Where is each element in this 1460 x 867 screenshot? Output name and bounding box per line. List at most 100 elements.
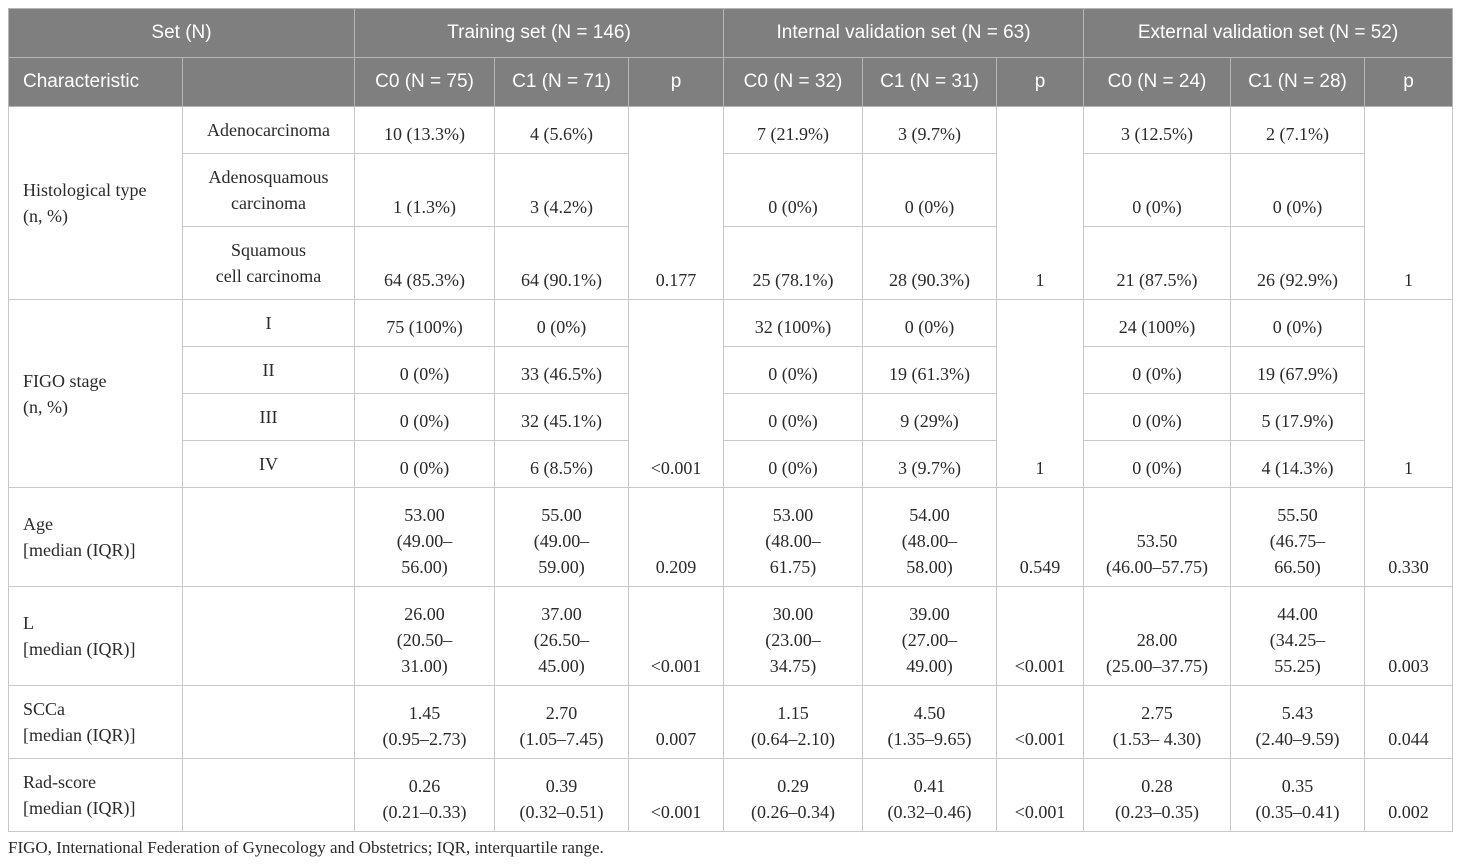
cell-int-c1: 9 (29%) — [862, 393, 998, 441]
cell-ext-c0: 0 (0%) — [1083, 440, 1232, 488]
cell-ext-p: 0.044 — [1364, 685, 1454, 759]
header-row-sets: Set (N) Training set (N = 146) Internal … — [8, 8, 1454, 58]
cell-train-c1: 32 (45.1%) — [494, 393, 629, 441]
row-label-figo: FIGO stage (n, %) — [8, 299, 183, 488]
cell-int-c1: 28 (90.3%) — [862, 226, 998, 300]
header-train-c1: C1 (N = 71) — [494, 57, 629, 107]
header-characteristic: Characteristic — [8, 57, 183, 107]
cell-int-c0: 0 (0%) — [723, 346, 864, 394]
cell-int-c0: 0 (0%) — [723, 153, 864, 227]
cell-int-c1: 19 (61.3%) — [862, 346, 998, 394]
cell-int-p: 0.549 — [996, 487, 1085, 587]
subcategory-label: Adenocarcinoma — [182, 106, 355, 154]
cell-ext-c0: 28.00 (25.00–37.75) — [1083, 586, 1232, 686]
cell-int-c1: 0.41 (0.32–0.46) — [862, 758, 998, 832]
header-train-c0: C0 (N = 75) — [354, 57, 495, 107]
cell-train-c1: 0.39 (0.32–0.51) — [494, 758, 629, 832]
table-row: FIGO stage (n, %) I 75 (100%) 0 (0%) <0.… — [8, 299, 1454, 488]
cell-ext-p: 0.002 — [1364, 758, 1454, 832]
header-ext-p: p — [1364, 57, 1454, 107]
characteristics-table: Set (N) Training set (N = 146) Internal … — [8, 8, 1454, 832]
cell-train-c0: 0 (0%) — [354, 440, 495, 488]
cell-ext-c1: 4 (14.3%) — [1230, 440, 1366, 488]
cell-int-c1: 54.00 (48.00– 58.00) — [862, 487, 998, 587]
cell-int-c1: 39.00 (27.00– 49.00) — [862, 586, 998, 686]
row-label-scca: SCCa [median (IQR)] — [8, 685, 183, 759]
table-row: Adenosquamous carcinoma 1 (1.3%) 3 (4.2%… — [9, 153, 1453, 227]
header-int-c1: C1 (N = 31) — [862, 57, 998, 107]
row-label-histological: Histological type (n, %) — [8, 106, 183, 300]
cell-train-c1: 0 (0%) — [494, 299, 629, 347]
cell-ext-c1: 0.35 (0.35–0.41) — [1230, 758, 1366, 832]
header-training-set: Training set (N = 146) — [353, 8, 725, 58]
table-container: Set (N) Training set (N = 146) Internal … — [8, 8, 1454, 832]
cell-int-p: <0.001 — [996, 586, 1085, 686]
cell-int-p: <0.001 — [996, 758, 1085, 832]
cell-train-c0: 0 (0%) — [354, 393, 495, 441]
cell-int-c0: 0.29 (0.26–0.34) — [723, 758, 864, 832]
cell-int-c0: 30.00 (23.00– 34.75) — [723, 586, 864, 686]
cell-int-c1: 0 (0%) — [862, 153, 998, 227]
cell-ext-c0: 53.50 (46.00–57.75) — [1083, 487, 1232, 587]
cell-ext-c1: 2 (7.1%) — [1230, 106, 1366, 154]
header-set: Set (N) — [8, 8, 355, 58]
cell-int-p: 1 — [996, 106, 1085, 300]
cell-train-c1: 37.00 (26.50– 45.00) — [494, 586, 629, 686]
cell-train-c0: 1 (1.3%) — [354, 153, 495, 227]
cell-ext-c1: 0 (0%) — [1230, 153, 1366, 227]
cell-ext-c0: 0 (0%) — [1083, 393, 1232, 441]
table-row: IV 0 (0%) 6 (8.5%) 0 (0%) 3 (9.7%) 0 (0%… — [9, 440, 1453, 488]
subcategory-label: IV — [182, 440, 355, 488]
table-row: II 0 (0%) 33 (46.5%) 0 (0%) 19 (61.3%) 0… — [9, 346, 1453, 394]
cell-ext-c1: 0 (0%) — [1230, 299, 1366, 347]
cell-int-c0: 53.00 (48.00– 61.75) — [723, 487, 864, 587]
cell-ext-c1: 26 (92.9%) — [1230, 226, 1366, 300]
cell-ext-c0: 0.28 (0.23–0.35) — [1083, 758, 1232, 832]
cell-train-c0: 75 (100%) — [354, 299, 495, 347]
cell-train-c1: 6 (8.5%) — [494, 440, 629, 488]
header-train-p: p — [627, 57, 725, 107]
header-int-c0: C0 (N = 32) — [723, 57, 864, 107]
cell-int-c1: 3 (9.7%) — [862, 106, 998, 154]
cell-ext-c0: 0 (0%) — [1083, 153, 1232, 227]
cell-train-c1: 64 (90.1%) — [494, 226, 629, 300]
table-row: Rad-score [median (IQR)] 0.26 (0.21–0.33… — [8, 758, 1454, 832]
row-label-age: Age [median (IQR)] — [8, 487, 183, 587]
table-row: III 0 (0%) 32 (45.1%) 0 (0%) 9 (29%) 0 (… — [9, 393, 1453, 441]
table-row: SCCa [median (IQR)] 1.45 (0.95–2.73) 2.7… — [8, 685, 1454, 759]
cell-int-c0: 1.15 (0.64–2.10) — [723, 685, 864, 759]
cell-train-p: <0.001 — [627, 758, 725, 832]
cell-train-p: <0.001 — [627, 586, 725, 686]
cell-ext-p: 1 — [1364, 106, 1454, 300]
table-row: Age [median (IQR)] 53.00 (49.00– 56.00) … — [8, 487, 1454, 587]
cell-train-c1: 55.00 (49.00– 59.00) — [494, 487, 629, 587]
cell-train-c1: 2.70 (1.05–7.45) — [494, 685, 629, 759]
cell-train-c1: 33 (46.5%) — [494, 346, 629, 394]
table-row: Histological type (n, %) Adenocarcinoma … — [8, 106, 1454, 300]
cell-ext-p: 0.330 — [1364, 487, 1454, 587]
cell-ext-c0: 0 (0%) — [1083, 346, 1232, 394]
table-row: L [median (IQR)] 26.00 (20.50– 31.00) 37… — [8, 586, 1454, 686]
cell-int-c0: 32 (100%) — [723, 299, 864, 347]
cell-int-c0: 0 (0%) — [723, 393, 864, 441]
header-row-groups: Characteristic C0 (N = 75) C1 (N = 71) p… — [8, 57, 1454, 107]
cell-train-c0: 10 (13.3%) — [354, 106, 495, 154]
cell-ext-c0: 3 (12.5%) — [1083, 106, 1232, 154]
cell-train-c1: 3 (4.2%) — [494, 153, 629, 227]
cell-train-p: <0.001 — [627, 299, 725, 488]
cell-train-c1: 4 (5.6%) — [494, 106, 629, 154]
cell-train-c0: 1.45 (0.95–2.73) — [354, 685, 495, 759]
cell-int-c0: 25 (78.1%) — [723, 226, 864, 300]
subcategory-empty — [182, 586, 355, 686]
table-footnote: FIGO, International Federation of Gyneco… — [8, 838, 604, 857]
subcategory-label: I — [182, 299, 355, 347]
header-ext-c1: C1 (N = 28) — [1230, 57, 1366, 107]
cell-train-c0: 26.00 (20.50– 31.00) — [354, 586, 495, 686]
table-row: Squamous cell carcinoma 64 (85.3%) 64 (9… — [9, 226, 1453, 300]
cell-train-c0: 0 (0%) — [354, 346, 495, 394]
subcategory-label: Squamous cell carcinoma — [182, 226, 355, 300]
header-internal-set: Internal validation set (N = 63) — [723, 8, 1085, 58]
cell-train-c0: 53.00 (49.00– 56.00) — [354, 487, 495, 587]
subcategory-label: Adenosquamous carcinoma — [182, 153, 355, 227]
header-external-set: External validation set (N = 52) — [1083, 8, 1454, 58]
